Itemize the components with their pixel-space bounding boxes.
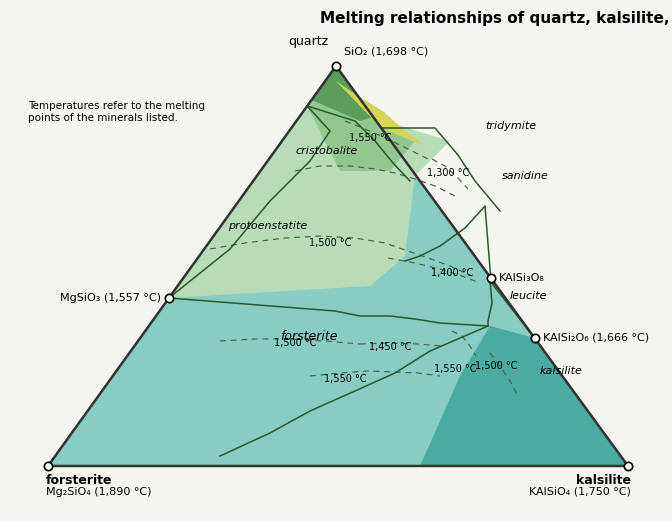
- Text: kalsilite: kalsilite: [540, 366, 583, 376]
- Text: Mg₂SiO₄ (1,890 °C): Mg₂SiO₄ (1,890 °C): [46, 487, 151, 497]
- Polygon shape: [169, 66, 450, 298]
- Text: leucite: leucite: [510, 291, 548, 301]
- Text: 1,550 °C: 1,550 °C: [349, 133, 391, 143]
- Polygon shape: [420, 326, 628, 466]
- Text: 1,550 °C: 1,550 °C: [324, 374, 366, 384]
- Text: Temperatures refer to the melting
points of the minerals listed.: Temperatures refer to the melting points…: [28, 101, 205, 122]
- Text: sanidine: sanidine: [502, 171, 549, 181]
- Text: 1,450 °C: 1,450 °C: [369, 342, 411, 352]
- Text: quartz: quartz: [288, 35, 328, 48]
- Polygon shape: [312, 66, 385, 121]
- Text: 1,500 °C: 1,500 °C: [274, 338, 317, 348]
- Text: cristobalite: cristobalite: [295, 146, 358, 156]
- Text: 1,300 °C: 1,300 °C: [427, 168, 469, 178]
- Text: KAlSi₃O₈: KAlSi₃O₈: [499, 273, 544, 283]
- Text: SiO₂ (1,698 °C): SiO₂ (1,698 °C): [344, 46, 428, 56]
- Text: tridymite: tridymite: [485, 121, 536, 131]
- Text: 1,400 °C: 1,400 °C: [431, 268, 473, 278]
- Text: KAlSi₂O₆ (1,666 °C): KAlSi₂O₆ (1,666 °C): [542, 333, 648, 343]
- Text: forsterite: forsterite: [46, 474, 112, 487]
- Polygon shape: [336, 81, 425, 146]
- Text: forsterite: forsterite: [280, 329, 337, 342]
- Text: 1,500 °C: 1,500 °C: [309, 238, 351, 248]
- Text: 1,550 °C: 1,550 °C: [433, 364, 476, 374]
- Text: KAlSiO₄ (1,750 °C): KAlSiO₄ (1,750 °C): [529, 487, 631, 497]
- Polygon shape: [48, 66, 628, 466]
- Text: kalsilite: kalsilite: [576, 474, 631, 487]
- Text: MgSiO₃ (1,557 °C): MgSiO₃ (1,557 °C): [60, 293, 161, 303]
- Polygon shape: [307, 66, 415, 171]
- Text: 1,500 °C: 1,500 °C: [475, 361, 517, 371]
- Text: protoenstatite: protoenstatite: [228, 221, 307, 231]
- Text: Melting relationships of quartz, kalsilite, and forsterite: Melting relationships of quartz, kalsili…: [320, 11, 672, 26]
